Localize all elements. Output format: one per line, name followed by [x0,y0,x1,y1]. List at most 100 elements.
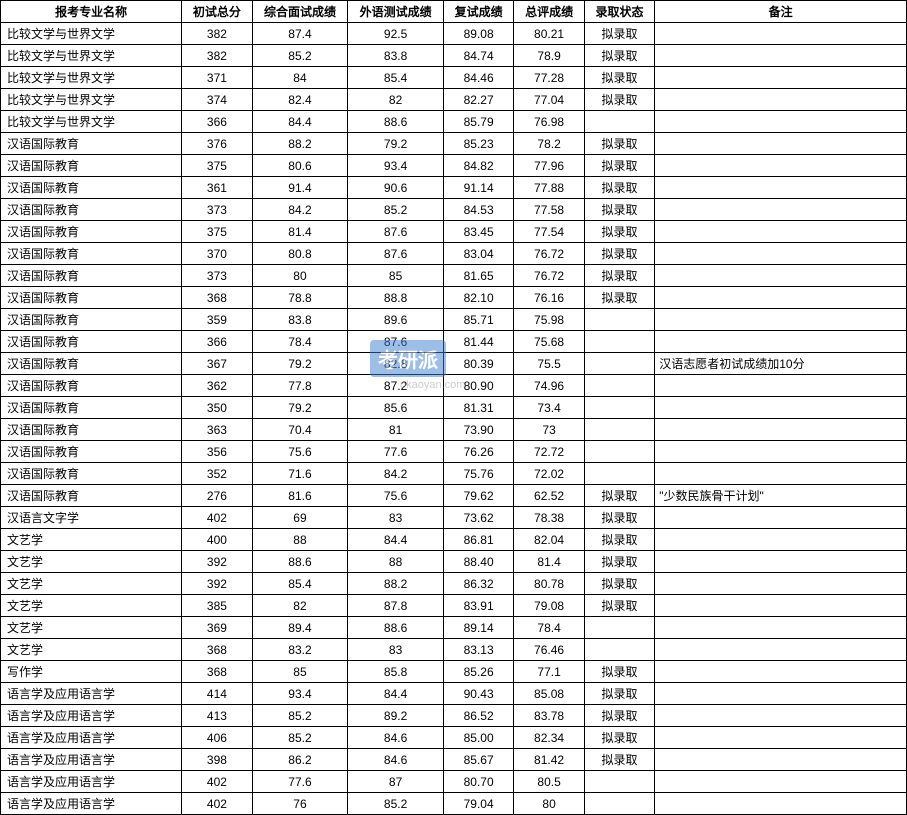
cell-s2: 91.4 [252,177,348,199]
cell-s5: 85.08 [514,683,584,705]
cell-s3: 81 [348,419,444,441]
cell-status [584,441,654,463]
cell-s5: 76.72 [514,243,584,265]
cell-s3: 87.6 [348,221,444,243]
header-s2: 综合面试成绩 [252,1,348,23]
cell-remark [655,133,907,155]
cell-s3: 85.6 [348,397,444,419]
cell-remark [655,441,907,463]
cell-major: 比较文学与世界文学 [1,67,182,89]
cell-s1: 382 [182,23,252,45]
cell-s3: 92.5 [348,23,444,45]
cell-s3: 84.6 [348,727,444,749]
cell-s3: 87.6 [348,243,444,265]
table-row: 汉语国际教育37688.279.285.2378.2拟录取 [1,133,907,155]
cell-s4: 79.62 [443,485,513,507]
cell-s5: 80 [514,793,584,815]
cell-s4: 85.00 [443,727,513,749]
table-row: 汉语国际教育37581.487.683.4577.54拟录取 [1,221,907,243]
cell-s2: 84 [252,67,348,89]
cell-s2: 84.2 [252,199,348,221]
table-row: 文艺学36989.488.689.1478.4 [1,617,907,639]
cell-s4: 91.14 [443,177,513,199]
cell-s5: 77.54 [514,221,584,243]
cell-s4: 85.71 [443,309,513,331]
cell-status: 拟录取 [584,485,654,507]
cell-s5: 72.72 [514,441,584,463]
cell-status [584,353,654,375]
cell-s4: 85.79 [443,111,513,133]
cell-major: 汉语国际教育 [1,243,182,265]
cell-status: 拟录取 [584,287,654,309]
cell-status [584,771,654,793]
cell-status [584,111,654,133]
cell-s5: 80.21 [514,23,584,45]
cell-s4: 83.45 [443,221,513,243]
cell-s3: 89.2 [348,705,444,727]
cell-s5: 78.9 [514,45,584,67]
table-row: 语言学及应用语言学4027685.279.0480 [1,793,907,815]
cell-s1: 373 [182,265,252,287]
table-row: 语言学及应用语言学41493.484.490.4385.08拟录取 [1,683,907,705]
cell-s1: 356 [182,441,252,463]
cell-s3: 77.6 [348,441,444,463]
cell-remark [655,45,907,67]
cell-s3: 93.4 [348,155,444,177]
cell-s5: 81.42 [514,749,584,771]
cell-s1: 402 [182,793,252,815]
table-row: 文艺学36883.28383.1376.46 [1,639,907,661]
cell-remark [655,595,907,617]
cell-s3: 83 [348,507,444,529]
cell-s1: 367 [182,353,252,375]
cell-s5: 80.5 [514,771,584,793]
cell-status [584,463,654,485]
cell-status: 拟录取 [584,265,654,287]
cell-major: 汉语国际教育 [1,221,182,243]
cell-s2: 89.4 [252,617,348,639]
cell-status: 拟录取 [584,155,654,177]
table-row: 汉语国际教育36878.888.882.1076.16拟录取 [1,287,907,309]
header-remark: 备注 [655,1,907,23]
cell-s2: 84.4 [252,111,348,133]
cell-status [584,331,654,353]
header-status: 录取状态 [584,1,654,23]
table-row: 汉语国际教育35271.684.275.7672.02 [1,463,907,485]
cell-status: 拟录取 [584,529,654,551]
cell-major: 汉语国际教育 [1,199,182,221]
cell-s4: 82.10 [443,287,513,309]
cell-remark [655,309,907,331]
cell-s2: 69 [252,507,348,529]
cell-s4: 76.26 [443,441,513,463]
cell-s1: 402 [182,507,252,529]
cell-major: 文艺学 [1,617,182,639]
cell-s3: 82 [348,89,444,111]
table-row: 比较文学与世界文学36684.488.685.7976.98 [1,111,907,133]
table-row: 汉语国际教育37080.887.683.0476.72拟录取 [1,243,907,265]
cell-s1: 402 [182,771,252,793]
cell-s3: 87.8 [348,595,444,617]
cell-s3: 83 [348,639,444,661]
cell-s1: 392 [182,551,252,573]
table-header-row: 报考专业名称初试总分综合面试成绩外语测试成绩复试成绩总评成绩录取状态备注 [1,1,907,23]
cell-status: 拟录取 [584,221,654,243]
cell-s2: 88.2 [252,133,348,155]
cell-s5: 77.28 [514,67,584,89]
cell-s2: 81.4 [252,221,348,243]
cell-s1: 373 [182,199,252,221]
cell-s3: 84.2 [348,463,444,485]
cell-s3: 85.2 [348,793,444,815]
cell-s5: 83.78 [514,705,584,727]
cell-s4: 86.81 [443,529,513,551]
cell-s2: 82 [252,595,348,617]
cell-major: 汉语国际教育 [1,331,182,353]
cell-s5: 81.4 [514,551,584,573]
cell-remark [655,749,907,771]
cell-s4: 83.13 [443,639,513,661]
cell-status: 拟录取 [584,573,654,595]
cell-status: 拟录取 [584,705,654,727]
cell-status: 拟录取 [584,45,654,67]
cell-status [584,639,654,661]
cell-s5: 74.96 [514,375,584,397]
cell-s3: 84.4 [348,529,444,551]
cell-remark [655,705,907,727]
